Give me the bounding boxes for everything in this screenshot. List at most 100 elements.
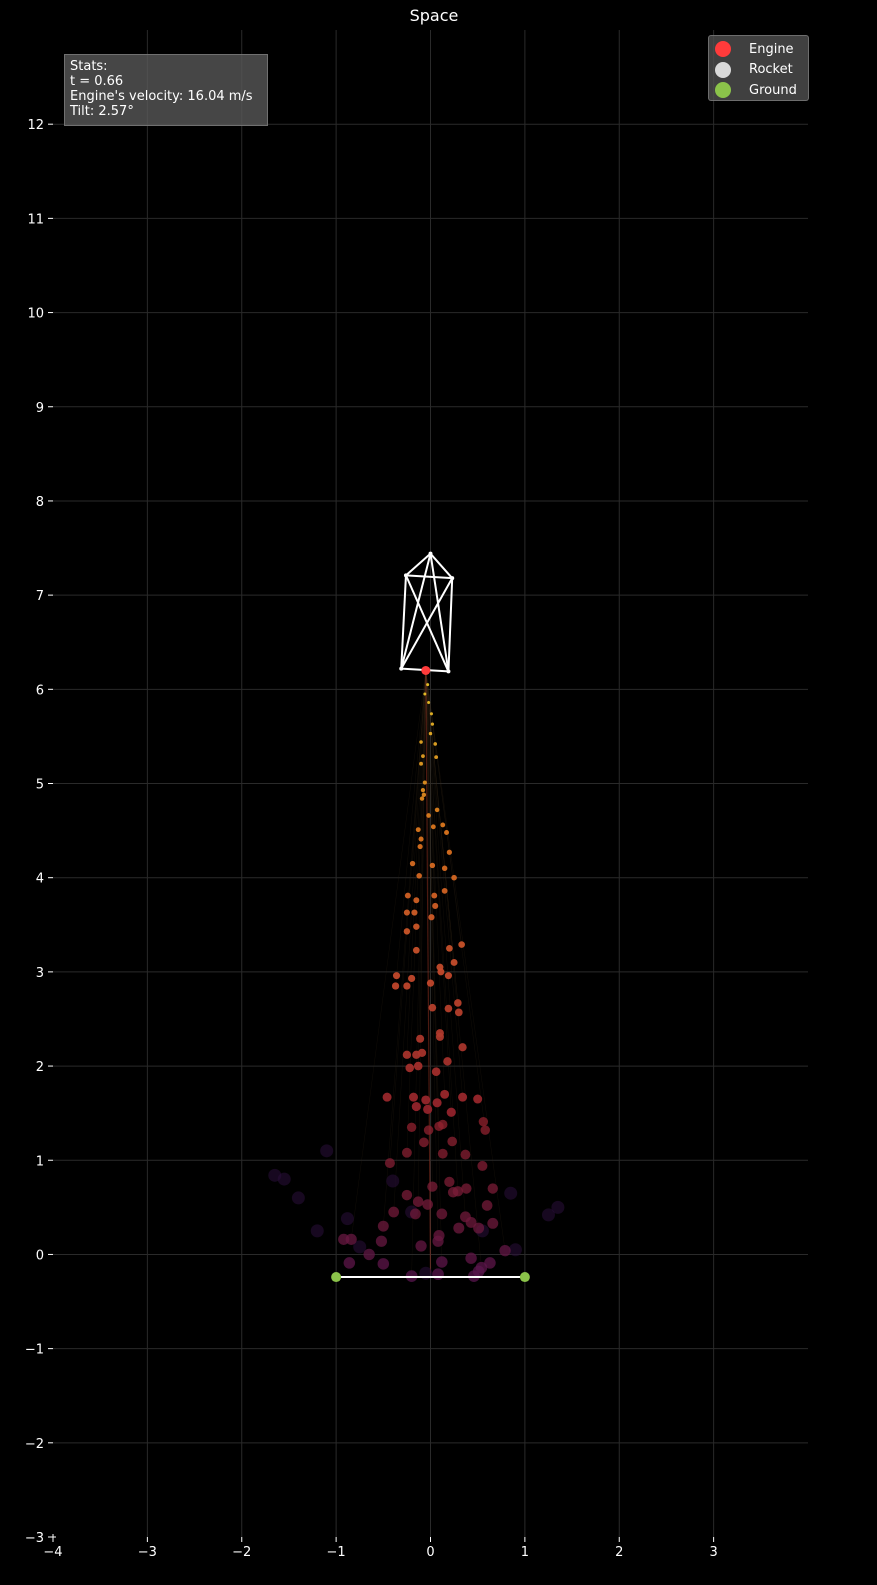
x-tick-label: 3 (709, 1545, 717, 1560)
exhaust-particle (444, 1004, 453, 1013)
exhaust-particle (473, 1094, 483, 1104)
exhaust-particle (419, 761, 424, 766)
exhaust-particle (487, 1183, 498, 1194)
exhaust-particle (409, 860, 416, 867)
exhaust-particle (434, 1121, 444, 1132)
exhaust-particle (436, 1208, 448, 1220)
legend-item-engine: Engine (715, 39, 802, 60)
exhaust-particle (453, 1222, 465, 1234)
exhaust-particle (451, 874, 457, 881)
exhaust-particle (413, 923, 420, 930)
exhaust-particle (437, 968, 445, 976)
exhaust-particle (413, 1061, 423, 1071)
faded-particle (310, 1224, 324, 1238)
y-tick-label: 8 (36, 495, 44, 510)
rocket-strut (447, 578, 454, 672)
exhaust-particle (440, 822, 446, 828)
grid-lines (53, 30, 808, 1537)
y-tick-label: 0 (36, 1248, 44, 1263)
exhaust-particle (480, 1125, 490, 1135)
exhaust-trail-line (425, 670, 460, 1013)
exhaust-particle (428, 1003, 437, 1012)
exhaust-particle (384, 1158, 395, 1169)
rocket-node (403, 573, 408, 578)
faded-particle (508, 1243, 522, 1257)
x-tick-label: −3 (138, 1545, 157, 1560)
exhaust-particle (377, 1258, 390, 1270)
rocket-strut (405, 574, 453, 580)
exhaust-particle (388, 1206, 400, 1218)
rocket-frame (399, 551, 455, 675)
exhaust-trail-line (425, 670, 434, 827)
exhaust-particle (427, 700, 431, 704)
stats-time: t = 0.66 (70, 74, 124, 89)
exhaust-particle (419, 796, 425, 801)
ground-anchor-right (519, 1272, 530, 1283)
rocket-strut (400, 577, 454, 670)
rocket-marker-icon (715, 61, 731, 78)
exhaust-trail-line (406, 670, 426, 1055)
exhaust-trail-line (351, 670, 426, 1240)
exhaust-particle (440, 1089, 450, 1099)
exhaust-particle (430, 722, 435, 726)
exhaust-particle (434, 807, 440, 813)
exhaust-particle (447, 1187, 459, 1198)
y-tick-label: −3 (25, 1531, 44, 1546)
exhaust-particle (419, 740, 423, 744)
exhaust-particle (433, 742, 438, 746)
exhaust-particle (403, 909, 410, 916)
exhaust-particle (454, 999, 462, 1007)
x-tick-label: −2 (232, 1545, 251, 1560)
engine-marker-icon (715, 41, 731, 58)
exhaust-particle (458, 1092, 468, 1102)
exhaust-particle (416, 873, 422, 879)
exhaust-particle (423, 692, 427, 696)
exhaust-particle (412, 946, 420, 954)
rocket-node (450, 576, 455, 581)
exhaust-particle (487, 1217, 499, 1229)
exhaust-particle (392, 972, 401, 980)
y-tick-label: 4 (36, 872, 44, 887)
exhaust-particle (423, 1125, 434, 1135)
y-tick-label: 3 (36, 966, 44, 981)
faded-particle (504, 1186, 518, 1200)
faded-particle (353, 1240, 367, 1254)
exhaust-trail-line (425, 670, 462, 945)
exhaust-trail-line (425, 670, 452, 1113)
rocket-strut (400, 553, 432, 669)
exhaust-particle (422, 1199, 433, 1210)
exhaust-trail-line (425, 670, 435, 896)
rocket-strut (429, 553, 450, 672)
rocket-strut (400, 575, 407, 669)
y-tick-label: 7 (36, 589, 44, 604)
exhaust-trail-line (425, 670, 482, 1268)
exhaust-trail-line (425, 670, 445, 1095)
exhaust-particle (428, 914, 435, 921)
exhaust-trail-line (412, 670, 426, 864)
exhaust-particle (427, 1181, 438, 1192)
exhaust-particle (410, 1208, 421, 1220)
exhaust-particle (408, 974, 416, 983)
exhaust-particle (447, 1136, 458, 1147)
exhaust-particle (473, 1222, 485, 1234)
exhaust-trail-line (418, 670, 426, 1202)
y-tick-label: 6 (36, 683, 44, 698)
exhaust-trail-line (383, 670, 426, 1227)
exhaust-trail-line (389, 670, 426, 1164)
exhaust-particle (363, 1248, 375, 1261)
exhaust-particle (437, 1148, 448, 1159)
exhaust-particle (401, 1189, 413, 1201)
ground-marker-icon (715, 82, 731, 99)
exhaust-particle (446, 1107, 456, 1117)
exhaust-trail-line (425, 670, 486, 1131)
faded-particle (541, 1208, 555, 1222)
exhaust-particle (444, 830, 450, 835)
exhaust-trail-line (425, 670, 463, 1098)
faded-particle (340, 1212, 354, 1226)
exhaust-particle (375, 1235, 388, 1247)
exhaust-trail-line (425, 670, 506, 1251)
exhaust-particle (450, 958, 458, 966)
exhaust-particle (403, 982, 411, 990)
exhaust-particle (426, 683, 430, 687)
